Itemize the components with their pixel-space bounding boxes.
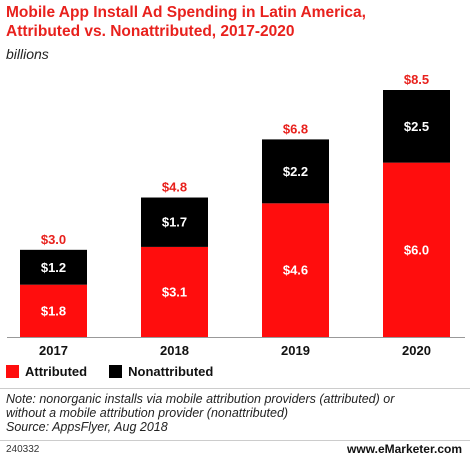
- legend-swatch-attributed: [6, 364, 19, 378]
- legend-swatch-nonattributed: [109, 364, 123, 378]
- data-label-attributed-2017: $1.8: [41, 303, 66, 318]
- bar-nonattributed-2017: [20, 249, 87, 285]
- total-label-2017: $3.0: [41, 232, 66, 247]
- legend-item-nonattributed: Nonattributed: [109, 364, 213, 379]
- data-label-nonattributed-2020: $2.5: [404, 119, 429, 134]
- data-label-nonattributed-2017: $1.2: [41, 260, 66, 275]
- total-label-2019: $6.8: [283, 121, 308, 136]
- note-line1: Note: nonorganic installs via mobile att…: [6, 392, 395, 406]
- stacked-bar-chart: $1.8 $1.2 $3.0 2017 $3.1 $1.7 $4.8 2018 $4.6 $2.2…: [7, 72, 465, 358]
- brand-prefix: www.: [347, 442, 378, 456]
- data-label-attributed-2019: $4.6: [283, 263, 308, 278]
- data-label-attributed-2020: $6.0: [404, 242, 429, 257]
- brand-credit: www.eMarketer.com: [347, 442, 462, 456]
- bar-attributed-2020: [383, 162, 450, 337]
- chart-id: 240332: [6, 444, 40, 455]
- legend-label-attributed: Attributed: [25, 363, 88, 379]
- data-label-nonattributed-2018: $1.7: [162, 215, 187, 230]
- chart-legend: Attributed Nonattributed: [6, 362, 235, 380]
- divider-top: [0, 388, 470, 389]
- note-line2: without a mobile attribution provider (n…: [6, 406, 289, 420]
- total-label-2020: $8.5: [404, 72, 429, 87]
- chart-title-line2: Attributed vs. Nonattributed, 2017-2020: [6, 23, 295, 40]
- data-label-attributed-2018: $3.1: [162, 284, 187, 299]
- brand-suffix: .com: [433, 442, 462, 456]
- bar-nonattributed-2018: [141, 197, 208, 247]
- x-tick-label-2018: 2018: [160, 343, 189, 358]
- legend-item-attributed: Attributed: [6, 364, 87, 379]
- bar-nonattributed-2020: [383, 90, 450, 163]
- bar-attributed-2019: [262, 203, 329, 337]
- chart-title: Mobile App Install Ad Spending in Latin …: [6, 3, 466, 41]
- source-line: Source: AppsFlyer, Aug 2018: [6, 420, 168, 434]
- x-tick-label-2020: 2020: [402, 343, 431, 358]
- total-label-2018: $4.8: [162, 180, 187, 195]
- chart-note: Note: nonorganic installs via mobile att…: [6, 392, 466, 434]
- chart-title-line1: Mobile App Install Ad Spending in Latin …: [6, 4, 366, 21]
- legend-label-nonattributed: Nonattributed: [128, 363, 214, 379]
- x-tick-label-2019: 2019: [281, 343, 310, 358]
- divider-bottom: [0, 440, 470, 441]
- data-label-nonattributed-2019: $2.2: [283, 164, 308, 179]
- x-tick-label-2017: 2017: [39, 343, 68, 358]
- bar-attributed-2017: [20, 284, 87, 337]
- chart-subtitle: billions: [6, 46, 49, 62]
- bar-nonattributed-2019: [262, 139, 329, 204]
- bar-attributed-2018: [141, 246, 208, 337]
- brand-name: eMarketer: [377, 442, 434, 456]
